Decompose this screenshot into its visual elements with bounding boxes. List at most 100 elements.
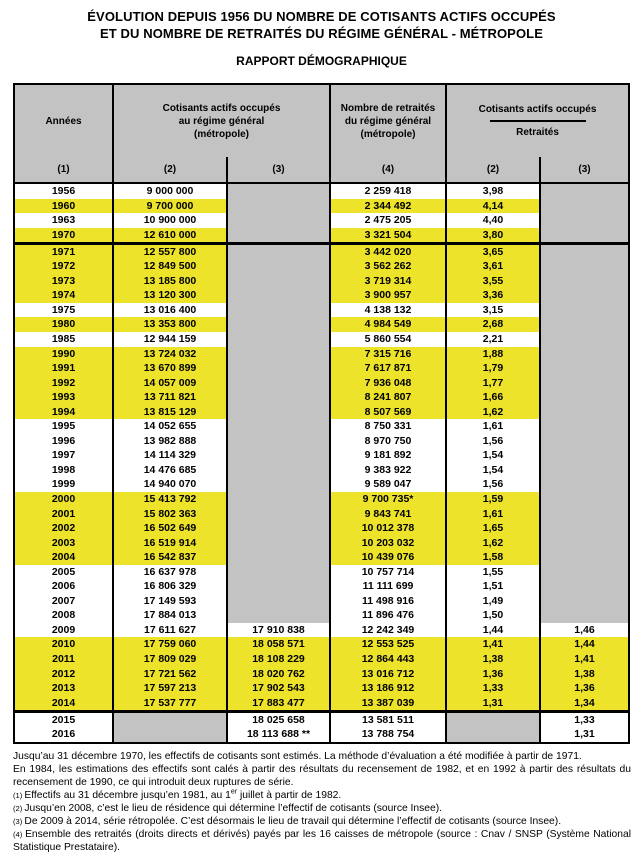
cell-ratio-2: 1,59 xyxy=(445,491,539,507)
cell-ratio-2: 1,41 xyxy=(445,637,539,652)
cell-ratio-2: 3,15 xyxy=(445,302,539,318)
cell-retraites-4: 3 562 262 xyxy=(329,259,445,274)
cell-cotisants-3 xyxy=(226,227,329,243)
cell-retraites-4: 3 442 020 xyxy=(329,244,445,260)
table-row: 1956 9 000 000 2 259 418 3,98 xyxy=(15,184,628,199)
cell-cotisants-2: 17 721 562 xyxy=(112,666,226,682)
demographic-table: Années Cotisants actifs occupés au régim… xyxy=(13,83,630,744)
cell-ratio-2: 1,33 xyxy=(445,681,539,696)
cell-cotisants-2: 13 670 899 xyxy=(112,361,226,376)
cell-year: 2005 xyxy=(51,565,76,578)
cell-ratio-2: 1,38 xyxy=(445,652,539,667)
table-header-numbers: (1) (2) (3) (4) (2) (3) xyxy=(15,157,628,182)
cell-ratio-2: 3,61 xyxy=(445,259,539,274)
cell-cotisants-3 xyxy=(226,593,329,609)
table-row: 1970 12 610 000 3 321 504 3,80 xyxy=(15,227,628,243)
header-num-3: (3) xyxy=(226,157,329,182)
table-row: 2010 17 759 060 18 058 571 12 553 525 1,41 1,… xyxy=(15,637,628,652)
cell-year: 1974 xyxy=(15,288,112,303)
cell-ratio-2: 1,61 xyxy=(445,506,539,522)
cell-ratio-3 xyxy=(539,273,628,289)
cell-cotisants-2: 13 120 300 xyxy=(112,288,226,303)
cell-cotisants-2: 15 802 363 xyxy=(112,506,226,522)
cell-ratio-3: 1,46 xyxy=(539,622,628,638)
cell-ratio-3: 1,44 xyxy=(539,637,628,652)
cell-retraites-4: 3 719 314 xyxy=(329,273,445,289)
cell-cotisants-3 xyxy=(226,244,329,260)
cell-retraites-4: 4 138 132 xyxy=(329,302,445,318)
cell-retraites-4: 4 984 549 xyxy=(329,317,445,332)
cell-ratio-3 xyxy=(539,404,628,420)
cell-ratio-3 xyxy=(539,244,628,260)
cell-year: 2012 xyxy=(15,666,112,682)
header-cotisants-group: Cotisants actifs occupés au régime génér… xyxy=(112,85,329,157)
header-ratio-numerator: Cotisants actifs occupés xyxy=(478,104,597,116)
cell-year: 1971 xyxy=(15,244,112,260)
cell-year: 1998 xyxy=(51,463,76,476)
cell-cotisants-2: 17 611 627 xyxy=(112,622,226,638)
cell-retraites-4: 10 439 076 xyxy=(329,550,445,565)
cell-retraites-4: 8 241 807 xyxy=(329,390,445,405)
cell-cotisants-3 xyxy=(226,506,329,522)
cell-ratio-3 xyxy=(539,535,628,551)
cell-retraites-4: 11 111 699 xyxy=(329,579,445,594)
table-row: 1995 14 052 655 8 750 331 1,61 xyxy=(15,419,628,434)
cell-cotisants-2: 12 944 159 xyxy=(112,331,226,347)
cell-cotisants-2: 13 815 129 xyxy=(112,404,226,420)
cell-year: 1995 xyxy=(51,420,76,433)
cell-ratio-3 xyxy=(539,608,628,623)
footnote: (3) De 2009 à 2014, série rétropolée. C’… xyxy=(13,816,562,827)
cell-retraites-4: 12 553 525 xyxy=(329,637,445,652)
cell-ratio-3 xyxy=(539,550,628,565)
cell-cotisants-3: 18 113 688 ** xyxy=(226,727,329,742)
cell-ratio-2: 3,55 xyxy=(445,273,539,289)
cell-year: 1999 xyxy=(51,478,76,491)
cell-cotisants-2: 13 711 821 xyxy=(112,390,226,405)
table-row: 1963 10 900 000 2 475 205 4,40 xyxy=(15,213,628,228)
cell-ratio-3 xyxy=(539,593,628,609)
block-separator xyxy=(15,242,628,245)
cell-cotisants-3 xyxy=(226,419,329,434)
cell-cotisants-2: 17 597 213 xyxy=(112,681,226,696)
cell-ratio-3 xyxy=(539,227,628,243)
cell-ratio-2: 1,62 xyxy=(445,404,539,420)
cell-retraites-4: 9 589 047 xyxy=(329,477,445,492)
cell-year: 1963 xyxy=(51,214,76,227)
cell-year: 1972 xyxy=(15,259,112,274)
cell-cotisants-3 xyxy=(226,346,329,362)
cell-retraites-4: 11 896 476 xyxy=(329,608,445,623)
cell-year: 2008 xyxy=(51,609,76,622)
cell-ratio-3 xyxy=(539,346,628,362)
cell-cotisants-3 xyxy=(226,448,329,463)
cell-cotisants-2 xyxy=(112,727,226,742)
cell-cotisants-3: 17 902 543 xyxy=(226,681,329,696)
cell-ratio-3: 1,31 xyxy=(539,727,628,742)
cell-cotisants-3 xyxy=(226,404,329,420)
table-row: 2013 17 597 213 17 902 543 13 186 912 1,33 1,… xyxy=(15,681,628,696)
cell-cotisants-3 xyxy=(226,375,329,391)
cell-year: 2013 xyxy=(15,681,112,696)
header-annees: Années xyxy=(45,115,82,127)
cell-year: 1973 xyxy=(15,273,112,289)
cell-ratio-3 xyxy=(539,477,628,492)
cell-cotisants-2: 14 476 685 xyxy=(112,462,226,478)
cell-ratio-2: 3,65 xyxy=(445,244,539,260)
cell-ratio-3: 1,34 xyxy=(539,695,628,711)
footnote-marker: (2) xyxy=(13,804,25,813)
table-row: 1990 13 724 032 7 315 716 1,88 xyxy=(15,346,628,362)
cell-year: 1996 xyxy=(51,434,76,447)
cell-year: 1956 xyxy=(51,185,76,197)
cell-year: 1994 xyxy=(15,404,112,420)
cell-cotisants-2: 14 057 009 xyxy=(112,375,226,391)
cell-ratio-3: 1,33 xyxy=(539,712,628,728)
cell-year: 2004 xyxy=(15,550,112,565)
cell-ratio-2: 1,56 xyxy=(445,433,539,449)
cell-retraites-4: 2 259 418 xyxy=(329,184,445,199)
page-subtitle: RAPPORT DÉMOGRAPHIQUE xyxy=(236,54,407,68)
cell-cotisants-3 xyxy=(226,390,329,405)
cell-ratio-2: 1,77 xyxy=(445,375,539,391)
cell-ratio-2: 1,56 xyxy=(445,477,539,492)
cell-ratio-3: 1,41 xyxy=(539,652,628,667)
cell-cotisants-2: 17 149 593 xyxy=(112,593,226,609)
cell-ratio-2: 1,58 xyxy=(445,550,539,565)
